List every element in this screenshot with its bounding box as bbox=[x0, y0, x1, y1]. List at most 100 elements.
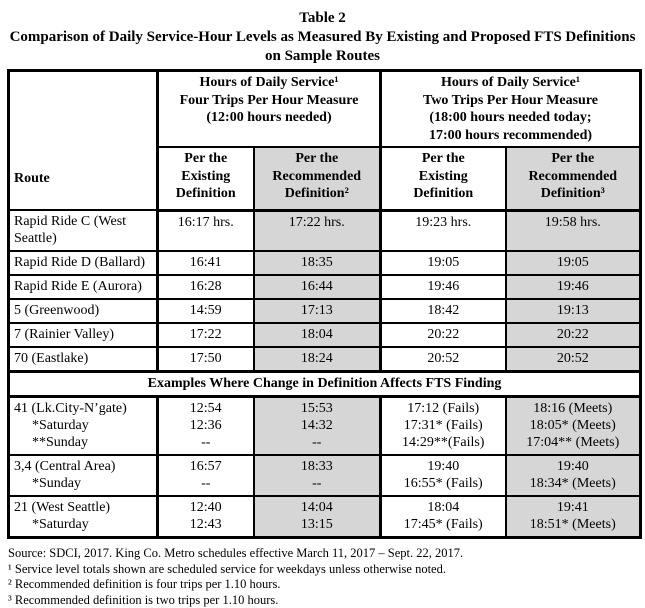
route-cell: 3,4 (Central Area)*Sunday bbox=[9, 455, 158, 496]
route-cell: 7 (Rainier Valley) bbox=[9, 323, 158, 347]
table-header: Route Hours of Daily Service¹ Four Trips… bbox=[9, 71, 641, 211]
value-text: 16:28 bbox=[161, 278, 251, 295]
value-text: 17:50 bbox=[161, 350, 251, 367]
value-text: -- bbox=[257, 475, 378, 492]
route-header-cell: Route bbox=[9, 71, 158, 211]
value-cell: 16:57-- bbox=[158, 455, 254, 496]
value-text: 15:53 bbox=[257, 400, 378, 417]
value-text: 17:04** (Meets) bbox=[509, 434, 638, 451]
footnote-1: ¹ Service level totals shown are schedul… bbox=[8, 562, 645, 578]
route-cell: 5 (Greenwood) bbox=[9, 299, 158, 323]
value-text: 18:33 bbox=[257, 458, 378, 475]
table-row: 5 (Greenwood)14:59 17:13 18:42 19:13 bbox=[9, 299, 641, 323]
value-cell: 16:28 bbox=[158, 275, 254, 299]
value-text: 12:54 bbox=[161, 400, 251, 417]
route-label: 41 (Lk.City-N’gate) bbox=[14, 400, 148, 417]
value-text: 17:13 bbox=[257, 302, 378, 319]
value-text: 12:43 bbox=[161, 516, 251, 533]
route-cell: Rapid Ride E (Aurora) bbox=[9, 275, 158, 299]
route-label: Rapid Ride E (Aurora) bbox=[14, 278, 148, 295]
value-text: 16:57 bbox=[161, 458, 251, 475]
route-label: 21 (West Seattle) bbox=[14, 499, 148, 516]
header-group-row: Route Hours of Daily Service¹ Four Trips… bbox=[9, 71, 641, 148]
value-text: -- bbox=[257, 434, 378, 451]
value-cell: 18:35 bbox=[254, 251, 381, 275]
value-text: -- bbox=[161, 475, 251, 492]
value-text: 19:46 bbox=[384, 278, 503, 295]
col-header-recommended-two-trip: Per the Recommended Definition³ bbox=[506, 147, 641, 210]
value-text: 18:04 bbox=[257, 326, 378, 343]
value-cell: 19:58 hrs. bbox=[506, 210, 641, 251]
value-text: 18:04 bbox=[384, 499, 503, 516]
value-text: 19:41 bbox=[509, 499, 638, 516]
value-cell: 14:59 bbox=[158, 299, 254, 323]
value-text: 14:59 bbox=[161, 302, 251, 319]
value-text: 17:22 hrs. bbox=[257, 214, 378, 231]
value-cell: 19:05 bbox=[381, 251, 506, 275]
value-text: 14:04 bbox=[257, 499, 378, 516]
route-cell: Rapid Ride D (Ballard) bbox=[9, 251, 158, 275]
route-label: 3,4 (Central Area) bbox=[14, 458, 148, 475]
section-header-label: Examples Where Change in Definition Affe… bbox=[9, 372, 641, 397]
value-text: 14:32 bbox=[257, 417, 378, 434]
value-text: 18:35 bbox=[257, 254, 378, 271]
value-cell: 18:04 bbox=[254, 323, 381, 347]
value-text: 19:40 bbox=[509, 458, 638, 475]
group-header-two-trips: Hours of Daily Service¹ Two Trips Per Ho… bbox=[381, 71, 641, 148]
col-header-existing-two-trip: Per the Existing Definition bbox=[381, 147, 506, 210]
value-text: 17:45* (Fails) bbox=[384, 516, 503, 533]
value-text: 13:15 bbox=[257, 516, 378, 533]
value-text: 18:42 bbox=[384, 302, 503, 319]
table-row: Rapid Ride D (Ballard) 16:41 18:35 19:05 19:… bbox=[9, 251, 641, 275]
value-text: 19:05 bbox=[509, 254, 638, 271]
route-cell: 21 (West Seattle)*Saturday bbox=[9, 496, 158, 538]
footnote-2: ² Recommended definition is four trips p… bbox=[8, 577, 645, 593]
value-cell: 20:22 bbox=[381, 323, 506, 347]
title-block: Table 2 Comparison of Daily Service-Hour… bbox=[0, 0, 645, 66]
value-text: 16:41 bbox=[161, 254, 251, 271]
route-label: Rapid Ride C (West Seattle) bbox=[14, 213, 148, 247]
table-subtitle: Comparison of Daily Service-Hour Levels … bbox=[0, 28, 645, 66]
route-label: Rapid Ride D (Ballard) bbox=[14, 254, 148, 271]
value-cell: 18:42 bbox=[381, 299, 506, 323]
footnotes-block: Source: SDCI, 2017. King Co. Metro sched… bbox=[8, 546, 645, 608]
value-text: 20:22 bbox=[384, 326, 503, 343]
value-text: 12:40 bbox=[161, 499, 251, 516]
value-text: 19:46 bbox=[509, 278, 638, 295]
route-label: *Sunday bbox=[14, 475, 148, 492]
value-cell: 16:17 hrs. bbox=[158, 210, 254, 251]
value-text: 18:16 (Meets) bbox=[509, 400, 638, 417]
value-cell: 18:16 (Meets)18:05* (Meets)17:04** (Meet… bbox=[506, 397, 641, 456]
value-text: 16:17 hrs. bbox=[161, 214, 251, 231]
table-body: Rapid Ride C (West Seattle) 16:17 hrs. 17:… bbox=[9, 210, 641, 538]
value-cell: 17:22 hrs. bbox=[254, 210, 381, 251]
value-cell: 19:46 bbox=[381, 275, 506, 299]
value-text: 19:05 bbox=[384, 254, 503, 271]
value-cell: 20:22 bbox=[506, 323, 641, 347]
route-label: 70 (Eastlake) bbox=[14, 350, 148, 367]
section-header-row: Examples Where Change in Definition Affe… bbox=[9, 372, 641, 397]
value-text: 19:13 bbox=[509, 302, 638, 319]
value-text: 18:51* (Meets) bbox=[509, 516, 638, 533]
value-text: -- bbox=[161, 434, 251, 451]
value-cell: 19:13 bbox=[506, 299, 641, 323]
value-cell: 20:52 bbox=[381, 347, 506, 372]
value-text: 17:12 (Fails) bbox=[384, 400, 503, 417]
route-label: **Sunday bbox=[14, 434, 148, 451]
value-text: 18:05* (Meets) bbox=[509, 417, 638, 434]
value-cell: 16:41 bbox=[158, 251, 254, 275]
value-text: 16:55* (Fails) bbox=[384, 475, 503, 492]
value-cell: 17:12 (Fails)17:31* (Fails)14:29**(Fails… bbox=[381, 397, 506, 456]
value-cell: 20:52 bbox=[506, 347, 641, 372]
